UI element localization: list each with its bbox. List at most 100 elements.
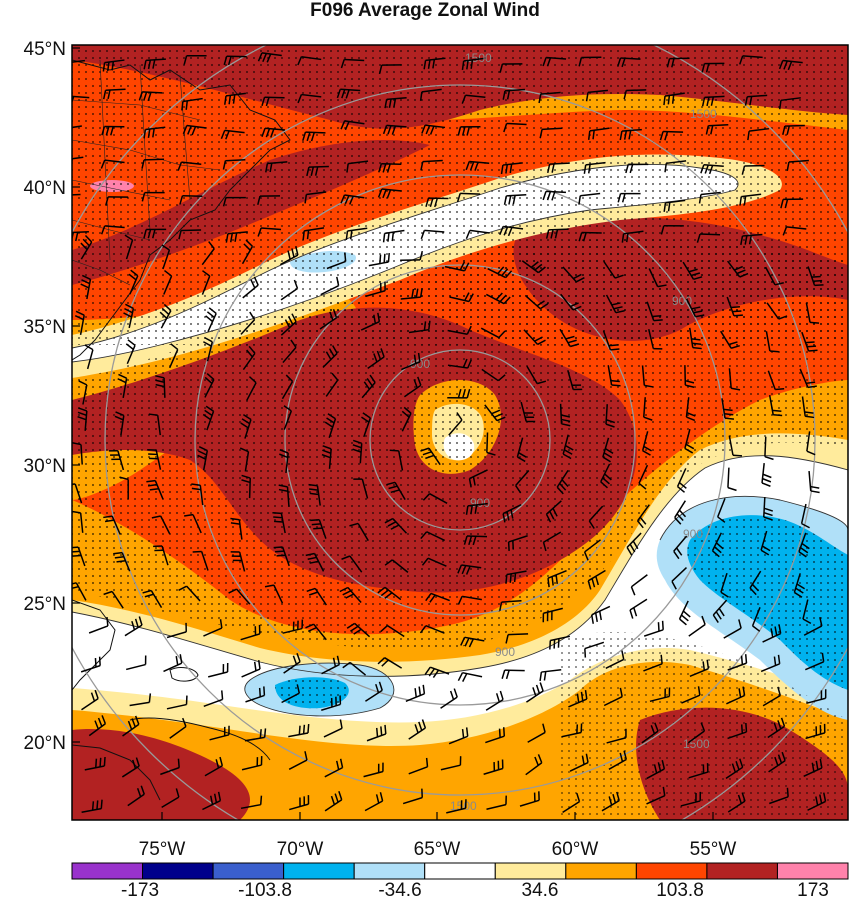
wind-barb-staff (485, 735, 505, 744)
wind-barb-flag (177, 161, 183, 171)
wind-barb-staff (460, 192, 481, 195)
wind-barb-flag (326, 417, 335, 424)
wind-barb-flag (81, 279, 90, 285)
wind-barb-flag (515, 485, 522, 494)
wind-barb-staff (328, 448, 332, 469)
wind-barb-staff (768, 394, 774, 415)
wind-barb-flag (783, 60, 788, 70)
wind-barb-flag (389, 449, 399, 452)
wind-barb-flag (576, 693, 580, 703)
wind-barb-flag (325, 351, 332, 360)
wind-barb-flag (72, 554, 82, 557)
wind-barb-flag (234, 232, 238, 242)
wind-barb-flag (744, 235, 748, 245)
wind-barb-flag (147, 483, 158, 487)
wind-barb-flag (583, 551, 589, 561)
wind-barb-staff (186, 124, 207, 129)
wind-barb-flag (505, 634, 509, 644)
wind-barb-flag (679, 618, 687, 626)
wind-barb-staff (484, 404, 498, 422)
wind-barb-flag (628, 130, 632, 140)
wind-barb-staff (543, 607, 563, 614)
wind-barb-staff (688, 623, 706, 637)
wind-barb-flag (308, 591, 318, 596)
wind-barb-staff (238, 551, 246, 572)
wind-barb-staff (547, 570, 567, 579)
wind-barb-flag (377, 312, 381, 322)
wind-barb-staff (584, 539, 601, 553)
wind-barb-staff (125, 663, 146, 671)
wind-barb-flag (72, 442, 82, 446)
wind-barb-flag (545, 229, 550, 239)
wind-barb-staff (587, 89, 608, 94)
wind-barb-flag (279, 449, 289, 454)
wind-barb-staff (145, 58, 166, 62)
wind-barb-staff (204, 765, 223, 777)
wind-barb-flag (610, 379, 620, 383)
wind-barb-staff (681, 694, 701, 704)
stipple-south (560, 631, 848, 820)
wind-barb-flag (114, 415, 124, 421)
wind-barb-flag (663, 202, 667, 212)
wind-barb-staff (802, 599, 809, 620)
ring-label: 900 (495, 645, 515, 659)
wind-barb-staff (630, 574, 648, 588)
wind-barb-staff (181, 161, 202, 166)
wind-barb-flag (686, 416, 696, 422)
wind-barb-staff (325, 379, 339, 397)
wind-barb-flag (155, 383, 165, 388)
wind-barb-flag (804, 411, 814, 414)
wind-barb-flag (273, 546, 283, 549)
wind-barb-flag (760, 549, 770, 556)
wind-barb-staff (281, 546, 290, 567)
wind-barb-flag (667, 95, 671, 105)
wind-barb-staff (313, 623, 327, 641)
wind-barb-flag (384, 99, 388, 109)
wind-barb-flag (763, 516, 773, 521)
wind-barb-flag (809, 321, 820, 324)
map-plot-area: 1500 1500 900 900 900 900 900 1500 1500 (72, 45, 848, 820)
wind-barb-flag (664, 131, 669, 141)
wind-barb-staff (225, 92, 246, 97)
wind-barb-flag (625, 164, 629, 174)
wind-barb-flag (576, 277, 585, 283)
wind-barb-staff (641, 431, 649, 451)
wind-barb-staff (428, 447, 441, 466)
wind-barb-staff (81, 807, 102, 813)
wind-barb-flag (306, 587, 316, 593)
longitude-label: 75°W (139, 839, 186, 860)
wind-barb-flag (499, 63, 504, 73)
wind-barb-flag (671, 94, 675, 104)
wind-barb-flag (432, 669, 440, 679)
wind-barb-flag (342, 590, 352, 596)
wind-barb-staff (79, 315, 85, 335)
wind-barb-flag (373, 353, 378, 363)
wind-barb-staff (244, 451, 250, 472)
wind-barb-flag (463, 262, 470, 272)
wind-barb-flag (600, 481, 608, 489)
wind-barb-flag (468, 535, 473, 546)
wind-barb-flag (181, 101, 184, 111)
wind-barb-staff (447, 329, 468, 335)
wind-barb-flag (380, 348, 385, 358)
wind-barb-flag (241, 418, 251, 425)
colorbar (71, 862, 849, 880)
wind-barb-flag (419, 91, 423, 101)
wind-barb-flag (131, 620, 136, 631)
wind-barb-staff (384, 657, 403, 669)
wind-barb-flag (285, 374, 294, 382)
wind-barb-staff (301, 93, 322, 98)
wind-barb-flag (191, 126, 197, 136)
wind-barb-staff (485, 293, 505, 305)
wind-barb-flag (572, 305, 582, 311)
wind-barb-flag (654, 722, 659, 732)
wind-barb-staff (402, 796, 423, 805)
wind-barb-flag (366, 378, 373, 387)
wind-barb-staff (502, 504, 522, 515)
wind-barb-staff (241, 764, 262, 771)
longitude-label: 55°W (690, 839, 737, 860)
wind-barb-flag (587, 130, 591, 140)
wind-barb-staff (469, 160, 490, 164)
wind-barb-flag (561, 479, 569, 487)
